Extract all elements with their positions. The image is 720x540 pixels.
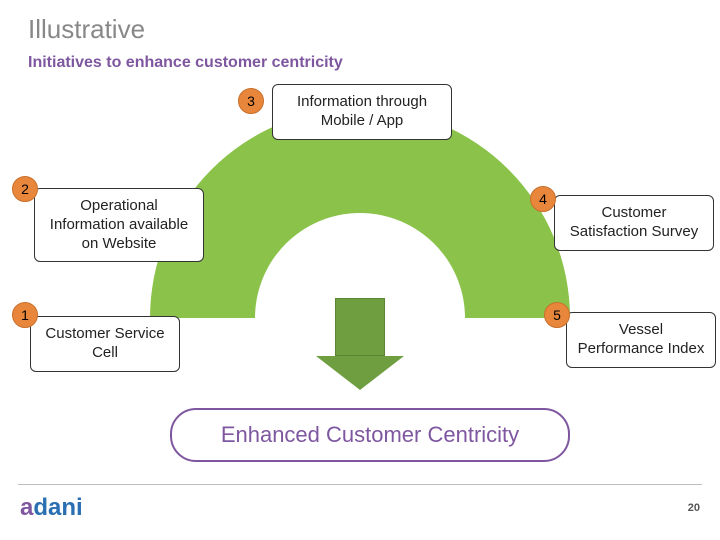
box-5: Vessel Performance Index (566, 312, 716, 368)
box-4: Customer Satisfaction Survey (554, 195, 714, 251)
down-arrow-icon (335, 298, 404, 390)
outcome-pill: Enhanced Customer Centricity (170, 408, 570, 462)
badge-5: 5 (544, 302, 570, 328)
logo-part-1: a (20, 494, 33, 521)
page-number: 20 (688, 502, 700, 514)
box-3: Information through Mobile / App (272, 84, 452, 140)
arc-diagram (150, 108, 570, 318)
badge-1: 1 (12, 302, 38, 328)
box-2: Operational Information available on Web… (34, 188, 204, 262)
logo-part-2: dani (33, 494, 82, 521)
badge-4: 4 (530, 186, 556, 212)
badge-2: 2 (12, 176, 38, 202)
box-1: Customer Service Cell (30, 316, 180, 372)
footer-divider (18, 484, 702, 485)
badge-3: 3 (238, 88, 264, 114)
page-title: Illustrative (28, 14, 145, 45)
brand-logo: adani (20, 494, 83, 522)
page-subtitle: Initiatives to enhance customer centrici… (28, 54, 343, 72)
